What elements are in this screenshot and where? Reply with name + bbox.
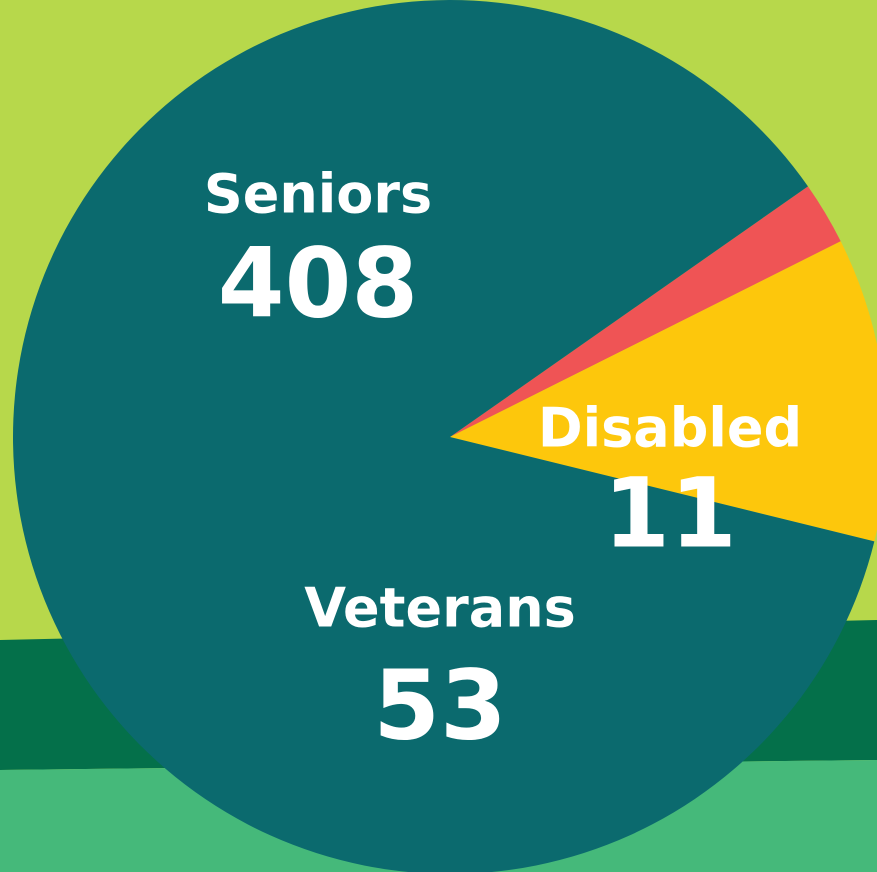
slice-label: Disabled <box>538 397 802 460</box>
slice-value: 11 <box>603 457 737 569</box>
slice-value: 408 <box>218 227 418 339</box>
slice-label: Veterans <box>304 577 576 640</box>
chart: Disabled11 Veterans 53 Seniors408 <box>0 0 877 872</box>
slice-label: Seniors <box>204 163 432 226</box>
slice-value: 53 <box>373 649 507 761</box>
page: {"chart_data": {"type": "pie", "categori… <box>0 0 877 872</box>
